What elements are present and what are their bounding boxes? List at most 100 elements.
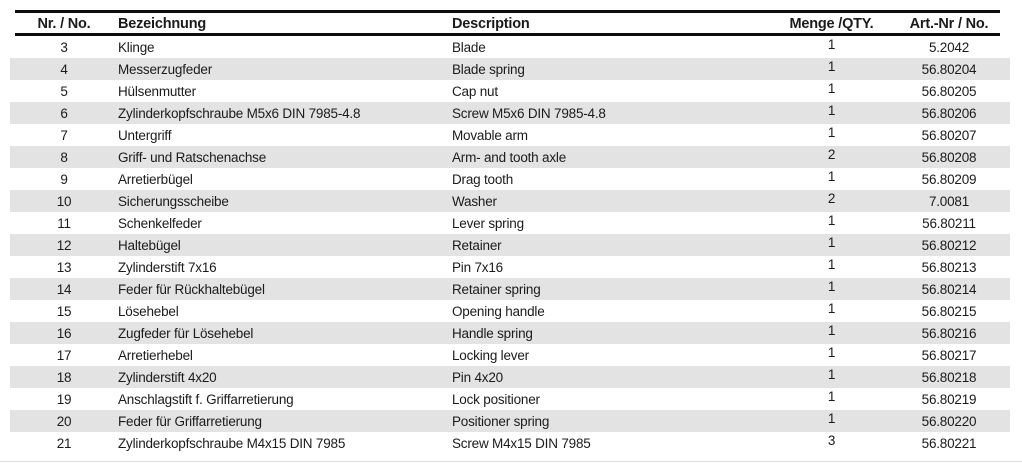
cell-description: Retainer xyxy=(452,237,502,253)
cell-no: 18 xyxy=(56,369,72,385)
table-row: 10 Sicherungsscheibe Washer 2 7.0081 xyxy=(10,190,1010,212)
cell-no: 7 xyxy=(60,127,68,143)
cell-qty: 1 xyxy=(827,366,836,382)
table-row: 15 Lösehebel Opening handle 1 56.80215 xyxy=(10,300,1010,322)
cell-bezeichnung: Untergriff xyxy=(118,127,172,143)
cell-qty: 1 xyxy=(827,388,836,404)
cell-description: Retainer spring xyxy=(452,281,541,297)
cell-description: Movable arm xyxy=(452,127,528,143)
cell-qty: 1 xyxy=(827,168,836,184)
cell-bezeichnung: Zylinderkopfschraube M4x15 DIN 7985 xyxy=(118,435,346,451)
table-row: 17 Arretierhebel Locking lever 1 56.80217 xyxy=(10,344,1010,366)
cell-bezeichnung: Klinge xyxy=(118,39,155,55)
cell-bezeichnung: Hülsenmutter xyxy=(118,83,196,99)
cell-art: 56.80214 xyxy=(921,281,977,297)
cell-bezeichnung: Lösehebel xyxy=(118,303,179,319)
cell-art: 56.80206 xyxy=(921,105,977,121)
cell-art: 56.80204 xyxy=(921,61,977,77)
cell-bezeichnung: Feder für Rückhaltebügel xyxy=(118,281,265,297)
cell-bezeichnung: Zylinderkopfschraube M5x6 DIN 7985-4.8 xyxy=(118,105,361,121)
cell-bezeichnung: Griff- und Ratschenachse xyxy=(118,149,267,165)
cell-no: 17 xyxy=(56,347,72,363)
cell-no: 6 xyxy=(60,105,68,121)
cell-qty: 1 xyxy=(827,36,836,52)
cell-art: 7.0081 xyxy=(928,193,970,209)
cell-description: Blade xyxy=(452,39,486,55)
cell-description: Arm- and tooth axle xyxy=(452,149,567,165)
cell-qty: 1 xyxy=(827,344,836,360)
table-row: 14 Feder für Rückhaltebügel Retainer sprin… xyxy=(10,278,1010,300)
cell-qty: 1 xyxy=(827,102,836,118)
table-top-rule xyxy=(15,10,1000,13)
cell-qty: 1 xyxy=(827,234,836,250)
cell-art: 56.80213 xyxy=(921,259,977,275)
cell-no: 3 xyxy=(60,39,68,55)
cell-qty: 1 xyxy=(827,300,836,316)
table-body: 3 Klinge Blade 1 5.2042 4 Messerzugfeder Blade … xyxy=(10,36,1010,454)
cell-bezeichnung: Zylinderstift 4x20 xyxy=(118,369,217,385)
cell-qty: 3 xyxy=(827,432,836,448)
cell-description: Lock positioner xyxy=(452,391,540,407)
cell-art: 56.80218 xyxy=(921,369,977,385)
cell-no: 9 xyxy=(60,171,68,187)
cell-no: 11 xyxy=(57,215,71,231)
table-row: 9 Arretierbügel Drag tooth 1 56.80209 xyxy=(10,168,1010,190)
cell-no: 20 xyxy=(56,413,72,429)
table-row: 13 Zylinderstift 7x16 Pin 7x16 1 56.80213 xyxy=(10,256,1010,278)
header-nr-no: Nr. / No. xyxy=(37,15,91,32)
cell-description: Drag tooth xyxy=(452,171,514,187)
cell-art: 56.80211 xyxy=(922,215,976,231)
cell-no: 15 xyxy=(56,303,72,319)
cell-art: 56.80217 xyxy=(921,347,977,363)
table-row: 4 Messerzugfeder Blade spring 1 56.80204 xyxy=(10,58,1010,80)
header-bezeichnung: Bezeichnung xyxy=(118,15,207,32)
table-row: 21 Zylinderkopfschraube M4x15 DIN 7985 Scr… xyxy=(10,432,1010,454)
cell-no: 10 xyxy=(56,193,72,209)
cell-bezeichnung: Messerzugfeder xyxy=(118,61,212,77)
cell-art: 56.80208 xyxy=(921,149,977,165)
cell-art: 56.80212 xyxy=(921,237,977,253)
header-menge-qty: Menge /QTY. xyxy=(789,15,874,32)
cell-art: 5.2042 xyxy=(928,39,970,55)
cell-description: Screw M5x6 DIN 7985-4.8 xyxy=(452,105,606,121)
cell-qty: 1 xyxy=(827,410,836,426)
table-row: 19 Anschlagstift f. Griffarretierung Lock … xyxy=(10,388,1010,410)
cell-bezeichnung: Feder für Griffarretierung xyxy=(118,413,262,429)
cell-description: Screw M4x15 DIN 7985 xyxy=(452,435,591,451)
cell-description: Locking lever xyxy=(452,347,529,363)
page-bottom-hairline xyxy=(0,461,1022,462)
table-header-row: Nr. / No. Bezeichnung Description Menge … xyxy=(10,14,1010,33)
header-description: Description xyxy=(452,15,530,32)
table-row: 3 Klinge Blade 1 5.2042 xyxy=(10,36,1010,58)
cell-description: Opening handle xyxy=(452,303,545,319)
cell-no: 19 xyxy=(56,391,72,407)
cell-no: 8 xyxy=(60,149,68,165)
table-row: 12 Haltebügel Retainer 1 56.80212 xyxy=(10,234,1010,256)
table-row: 8 Griff- und Ratschenachse Arm- and tooth … xyxy=(10,146,1010,168)
table-row: 7 Untergriff Movable arm 1 56.80207 xyxy=(10,124,1010,146)
cell-art: 56.80207 xyxy=(921,127,977,143)
cell-no: 4 xyxy=(60,61,68,77)
cell-bezeichnung: Arretierhebel xyxy=(118,347,193,363)
cell-art: 56.80221 xyxy=(921,435,977,451)
cell-bezeichnung: Arretierbügel xyxy=(118,171,193,187)
cell-qty: 2 xyxy=(827,146,836,162)
cell-no: 16 xyxy=(56,325,72,341)
cell-no: 5 xyxy=(60,83,68,99)
cell-qty: 1 xyxy=(827,256,836,272)
cell-qty: 1 xyxy=(827,124,836,140)
cell-art: 56.80219 xyxy=(921,391,977,407)
cell-art: 56.80205 xyxy=(921,83,977,99)
cell-description: Handle spring xyxy=(452,325,533,341)
cell-bezeichnung: Haltebügel xyxy=(118,237,181,253)
cell-art: 56.80216 xyxy=(921,325,977,341)
cell-bezeichnung: Zugfeder für Lösehebel xyxy=(118,325,254,341)
table-row: 16 Zugfeder für Lösehebel Handle spring 1 56… xyxy=(10,322,1010,344)
table-header-rule xyxy=(15,33,1000,36)
cell-no: 14 xyxy=(56,281,72,297)
cell-qty: 1 xyxy=(827,278,836,294)
cell-qty: 2 xyxy=(827,190,836,206)
cell-description: Cap nut xyxy=(452,83,498,99)
cell-description: Blade spring xyxy=(452,61,525,77)
